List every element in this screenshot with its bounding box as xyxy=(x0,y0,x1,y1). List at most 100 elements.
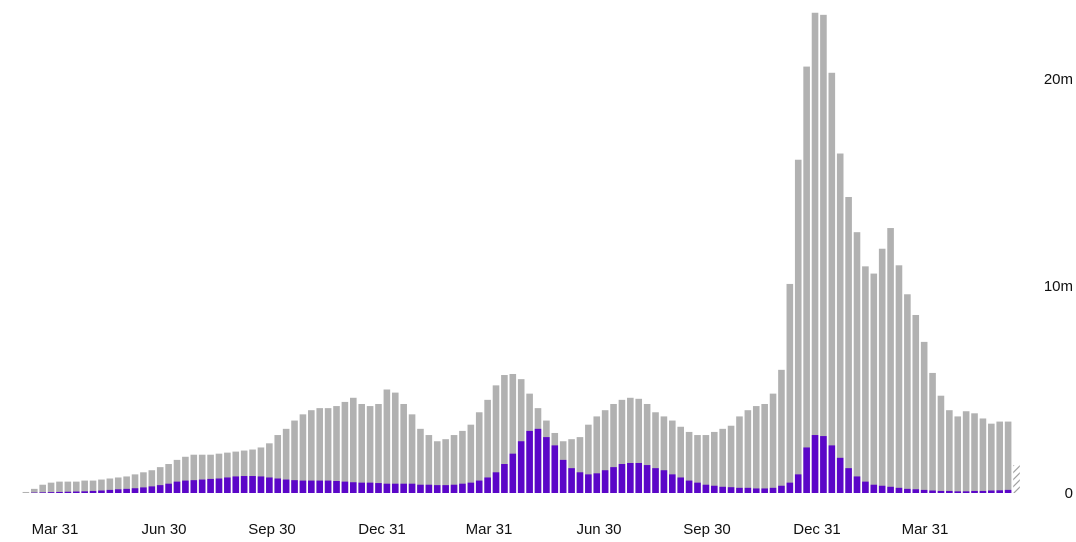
bar-total xyxy=(148,470,156,493)
bar-highlight xyxy=(81,491,88,493)
bar-highlight xyxy=(786,482,794,493)
bar-highlight xyxy=(559,459,567,493)
bar-total xyxy=(946,410,953,493)
bar-total xyxy=(887,228,894,494)
bar-highlight xyxy=(517,441,525,493)
bar-highlight xyxy=(56,491,63,493)
bar-highlight xyxy=(350,482,357,493)
x-axis-ticks: Mar 31 Jun 30 Sep 30 Dec 31 Mar 31 Jun 30 Sep … xyxy=(32,521,949,538)
bar-highlight xyxy=(526,430,533,493)
bar-total xyxy=(425,435,433,493)
bar-highlight xyxy=(341,481,349,493)
bar-highlight xyxy=(232,476,240,493)
bar-highlight xyxy=(845,468,852,493)
bar-total xyxy=(585,424,592,493)
bar-highlight xyxy=(543,437,550,493)
bar-highlight xyxy=(433,485,441,493)
bar-total xyxy=(375,403,382,493)
bar-total xyxy=(979,418,987,493)
bar-total xyxy=(383,389,391,493)
bar-total xyxy=(492,385,500,493)
bar-highlight xyxy=(140,487,147,493)
bar-total xyxy=(408,414,416,493)
bar-highlight xyxy=(568,468,575,493)
bar-partial-hatched xyxy=(1013,465,1020,494)
bar-highlight xyxy=(190,480,198,493)
bar-total xyxy=(106,478,114,493)
bars-highlight-series xyxy=(30,428,1012,494)
bar-total xyxy=(400,403,407,493)
bar-highlight xyxy=(291,480,298,493)
bar-highlight xyxy=(643,465,651,494)
bar-total xyxy=(98,479,105,494)
bar-total xyxy=(769,393,777,493)
bar-highlight xyxy=(98,490,105,493)
bar-total xyxy=(257,447,265,493)
bar-highlight xyxy=(39,492,46,493)
bar-total xyxy=(391,392,399,493)
bar-total xyxy=(501,375,508,493)
bar-highlight xyxy=(576,472,584,493)
bar-highlight xyxy=(677,477,684,493)
bar-total xyxy=(39,484,46,493)
bar-highlight xyxy=(551,445,559,493)
bar-highlight xyxy=(912,489,920,493)
bar-total xyxy=(350,397,357,493)
bar-highlight xyxy=(887,486,894,493)
bar-total xyxy=(442,439,449,493)
bar-highlight xyxy=(962,491,970,493)
bar-highlight xyxy=(484,477,491,493)
bar-total xyxy=(954,416,962,493)
bar-highlight xyxy=(391,483,399,493)
bar-total xyxy=(677,426,684,493)
bar-total xyxy=(895,265,903,493)
bar-highlight xyxy=(862,481,869,493)
bar-highlight xyxy=(996,490,1004,493)
bar-highlight xyxy=(610,467,617,494)
bar-total xyxy=(828,72,836,493)
bar-total xyxy=(22,491,30,493)
bar-highlight xyxy=(324,480,332,493)
x-tick-label: Sep 30 xyxy=(248,521,296,538)
bar-highlight xyxy=(828,445,836,493)
bar-highlight xyxy=(207,478,214,493)
bar-highlight xyxy=(752,488,760,493)
bar-total xyxy=(912,314,920,493)
bar-highlight xyxy=(929,490,936,493)
bar-highlight xyxy=(685,480,693,493)
bar-total xyxy=(920,341,928,493)
bar-highlight xyxy=(660,470,668,493)
bar-total xyxy=(341,401,349,493)
bar-total xyxy=(937,395,945,493)
bar-total xyxy=(299,414,307,493)
bar-highlight xyxy=(366,482,374,493)
bar-total xyxy=(249,449,256,493)
bar-total xyxy=(190,454,198,493)
bar-total xyxy=(845,196,852,494)
bar-highlight xyxy=(257,476,265,493)
bar-highlight xyxy=(853,476,861,493)
bar-total xyxy=(417,428,424,493)
bar-highlight xyxy=(652,468,659,493)
bar-total xyxy=(64,481,72,493)
bar-total xyxy=(576,437,584,493)
bar-highlight xyxy=(979,490,987,493)
bar-total xyxy=(786,283,794,493)
x-tick-label: Mar 31 xyxy=(32,521,79,538)
bar-highlight xyxy=(895,487,903,493)
bar-highlight xyxy=(769,487,777,493)
bar-total xyxy=(467,424,475,493)
bar-highlight xyxy=(501,464,508,493)
bar-highlight xyxy=(156,485,164,493)
bar-total xyxy=(601,410,609,493)
bar-highlight xyxy=(920,489,928,493)
bar-highlight xyxy=(509,453,517,493)
bar-total xyxy=(123,476,130,493)
bar-highlight xyxy=(123,488,130,493)
bar-total xyxy=(870,273,878,493)
bar-total xyxy=(81,480,88,493)
bar-total xyxy=(904,294,911,493)
bar-highlight xyxy=(114,489,122,493)
bar-highlight xyxy=(954,491,962,493)
